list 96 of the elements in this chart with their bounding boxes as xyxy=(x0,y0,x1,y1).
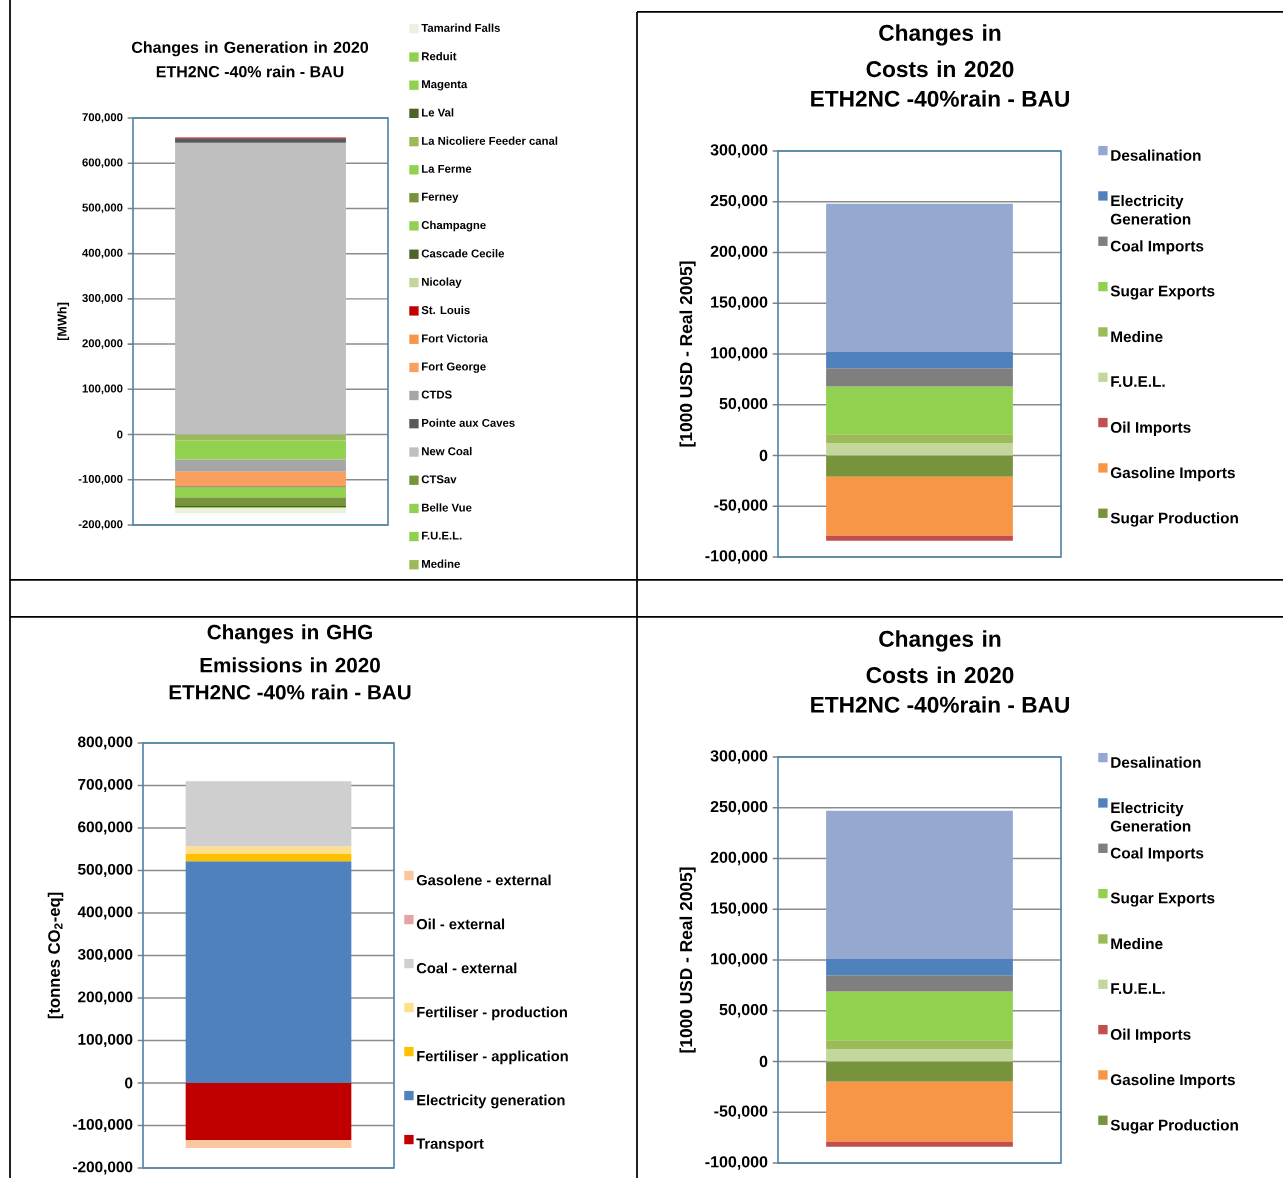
legend-label: CTDS xyxy=(421,390,452,399)
legend-label: Coal - external xyxy=(416,962,517,974)
legend-label: Medine xyxy=(1111,937,1163,950)
y-tick-label: 250,000 xyxy=(710,194,768,209)
legend-label: Electricity generation xyxy=(417,1094,565,1109)
y-tick-label: 0 xyxy=(759,449,768,462)
y-tick-label: 0 xyxy=(117,430,123,439)
y-tick-label: -100,000 xyxy=(705,550,768,564)
chart-title: Changes in Generation in 2020 xyxy=(131,41,369,57)
legend-label: Medine xyxy=(422,559,460,568)
legend-label: Pointe aux Caves xyxy=(422,418,515,427)
legend-label: F.U.E.L. xyxy=(1111,983,1165,994)
chart-subtitle: ETH2NC -40% rain - BAU xyxy=(156,65,344,78)
chart-subtitle: ETH2NC -40%rain - BAU xyxy=(811,90,1069,107)
y-tick-label: 200,000 xyxy=(78,991,133,1005)
y-tick-label: 200,000 xyxy=(710,851,768,866)
legend-label: New Coal xyxy=(422,446,472,456)
legend-label: Oil - external xyxy=(416,918,505,930)
legend-label: Oil Imports xyxy=(1110,421,1191,436)
y-tick-label: 600,000 xyxy=(78,821,133,835)
legend-label: Le Val xyxy=(422,108,454,117)
y-tick-label: 100,000 xyxy=(78,1033,133,1048)
y-tick-label: 150,000 xyxy=(711,902,768,917)
y-tick-label: 200,000 xyxy=(710,245,768,260)
legend-label: Champagne xyxy=(421,220,486,232)
legend-label: Desalination xyxy=(1111,756,1201,768)
y-tick-label: -50,000 xyxy=(714,1105,768,1120)
legend-label: Ferney xyxy=(422,192,459,203)
y-tick-label: 700,000 xyxy=(82,113,123,123)
legend-label: Nicolay xyxy=(422,277,462,289)
legend-label: Cascade Cecile xyxy=(421,249,505,258)
chart-subtitle: ETH2NC -40% rain - BAU xyxy=(169,684,411,700)
legend-label: Fertiliser - application xyxy=(417,1050,568,1065)
legend-label: Medine xyxy=(1111,330,1163,343)
y-tick-label: 300,000 xyxy=(77,948,133,963)
y-tick-label: 50,000 xyxy=(719,1003,768,1018)
y-tick-label: -200,000 xyxy=(73,1161,133,1175)
legend-label: Gasoline Imports xyxy=(1110,1073,1235,1089)
y-axis-title: [1000 USD - Real 2005] xyxy=(679,867,696,1053)
legend-label: La Nicoliere Feeder canal xyxy=(422,136,558,145)
legend-label: La Ferme xyxy=(422,164,472,173)
y-tick-label: -50,000 xyxy=(714,499,768,514)
legend-label: Fort Victoria xyxy=(422,334,488,343)
y-tick-label: 500,000 xyxy=(78,863,133,878)
legend-label: Sugar Exports xyxy=(1110,892,1215,907)
y-tick-label: 300,000 xyxy=(82,294,123,304)
y-tick-label: -100,000 xyxy=(705,1156,768,1170)
legend-label: F.U.E.L. xyxy=(422,531,462,540)
y-tick-label: 700,000 xyxy=(78,778,133,793)
legend-label: Belle Vue xyxy=(422,503,472,512)
y-tick-label: 100,000 xyxy=(82,384,123,395)
legend-label: Sugar Production xyxy=(1110,512,1238,527)
legend-label: F.U.E.L. xyxy=(1111,376,1165,387)
y-tick-label: -200,000 xyxy=(78,520,123,530)
y-tick-label: 500,000 xyxy=(82,203,123,214)
y-tick-label: 0 xyxy=(759,1055,768,1068)
y-tick-label: 0 xyxy=(125,1077,133,1089)
y-tick-label: 800,000 xyxy=(78,736,133,750)
chart-title: Changes in Costs in 2020 xyxy=(866,630,1014,684)
chart-title: Changes in Costs in 2020 xyxy=(866,24,1014,78)
legend-label: Oil Imports xyxy=(1110,1028,1191,1043)
y-tick-label: 300,000 xyxy=(710,750,768,764)
legend-label: Reduit xyxy=(422,51,457,61)
y-tick-label: -100,000 xyxy=(78,474,123,485)
legend-label: Magenta xyxy=(422,80,468,91)
legend-label: Fort George xyxy=(422,362,486,373)
y-axis-title: [tonnes CO$_{2}$-eq] xyxy=(47,892,64,1019)
chart-subtitle: ETH2NC -40%rain - BAU xyxy=(811,696,1069,713)
legend-label: Tamarind Falls xyxy=(421,23,500,32)
legend-label: Gasolene - external xyxy=(416,874,551,886)
y-tick-label: 250,000 xyxy=(710,800,768,815)
legend-label: Coal Imports xyxy=(1110,847,1204,862)
y-tick-label: -100,000 xyxy=(73,1118,133,1133)
y-tick-label: 150,000 xyxy=(711,296,768,311)
y-axis-title: [1000 USD - Real 2005] xyxy=(679,261,696,447)
legend-label: CTSav xyxy=(421,475,457,484)
y-tick-label: 100,000 xyxy=(711,347,768,361)
y-tick-label: 400,000 xyxy=(82,248,123,259)
y-tick-label: 300,000 xyxy=(710,144,768,158)
legend-label: Transport xyxy=(416,1138,484,1152)
legend-label: Gasoline Imports xyxy=(1110,466,1235,482)
legend-label: Fertiliser - production xyxy=(417,1006,567,1021)
legend-label: Sugar Production xyxy=(1110,1119,1238,1134)
y-tick-label: 100,000 xyxy=(711,953,768,967)
y-tick-label: 600,000 xyxy=(82,158,123,169)
legend-label: Sugar Exports xyxy=(1110,285,1215,300)
legend-label: St. Louis xyxy=(421,305,470,315)
y-tick-label: 400,000 xyxy=(77,906,133,920)
chart-title: Changes in GHG Emissions in 2020 xyxy=(200,624,380,673)
y-tick-label: 50,000 xyxy=(719,397,768,412)
legend-label: Coal Imports xyxy=(1110,240,1204,255)
legend-label: Desalination xyxy=(1111,149,1201,161)
y-tick-label: 200,000 xyxy=(82,339,123,349)
legend-label: Electricity Generation xyxy=(1110,194,1191,225)
y-axis-title: [MWh] xyxy=(57,302,70,341)
legend-label: Electricity Generation xyxy=(1110,801,1191,832)
